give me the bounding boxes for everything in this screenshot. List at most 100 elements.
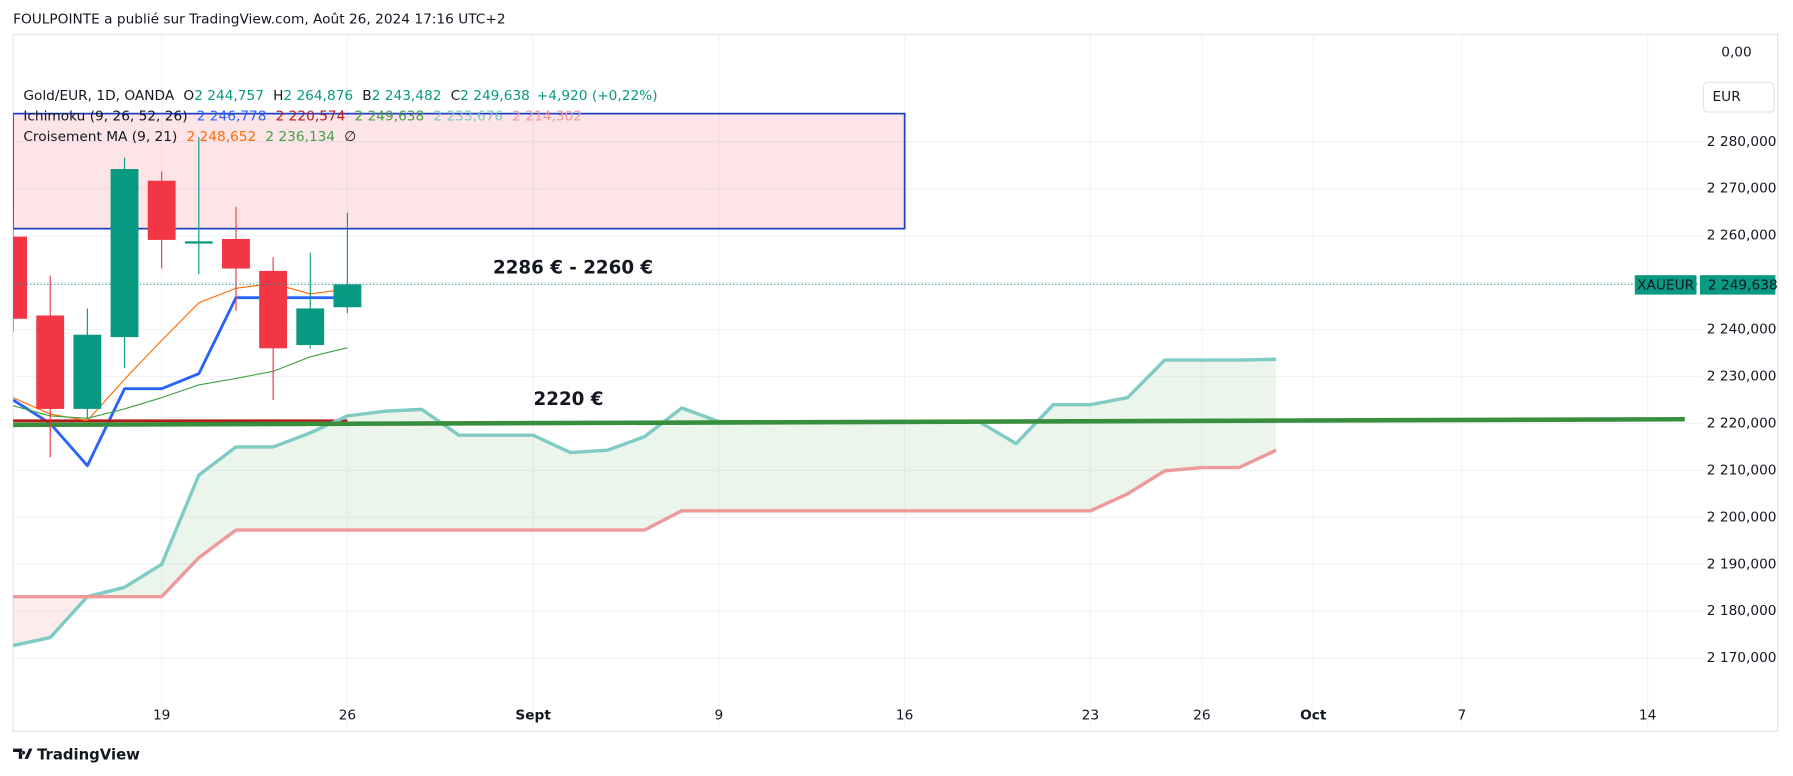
indicator-line [13, 448, 1277, 599]
cloud-fill [904, 421, 942, 511]
cloud-fill [1016, 404, 1054, 511]
indicator-line [13, 357, 1277, 648]
candle-body [147, 180, 176, 240]
y-tick-label: 2 270,000 [1707, 181, 1777, 197]
logo-icon [13, 748, 33, 759]
legend-indicator: Ichimoku (9, 26, 52, 26) 2 246,778 2 220,5… [23, 109, 582, 125]
cloud-fill [793, 421, 831, 511]
cloud-fill [681, 407, 719, 511]
symbol-label: XAUEUR [1637, 277, 1694, 293]
price-box [1699, 275, 1776, 295]
cloud-fill [198, 446, 236, 558]
indicator-value: 2 249,638 [355, 109, 425, 125]
x-tick-label: Oct [1300, 707, 1327, 723]
cloud-fill [867, 421, 905, 511]
indicator-name: Croisement MA (9, 21) [23, 129, 177, 145]
ohlc-key: H [273, 88, 283, 104]
cloud-fill [1053, 404, 1091, 511]
cloud-fill [941, 421, 979, 511]
y-tick-label: 2 170,000 [1707, 650, 1777, 666]
symbol: Gold/EUR, 1D, OANDA [23, 88, 175, 104]
symbol-box [1634, 275, 1697, 295]
cloud-fill [1201, 360, 1239, 468]
indicator-line [13, 296, 348, 468]
legend-main: Gold/EUR, 1D, OANDA O2 244,757 H2 264,876 B… [23, 88, 657, 104]
ohlc-key: C [451, 88, 461, 104]
y-tick-label: 2 240,000 [1707, 322, 1777, 338]
candle-body [36, 315, 65, 409]
ohlc-value: 2 249,638 [460, 88, 530, 104]
currency-box[interactable] [1702, 81, 1775, 113]
y-tick-label: 2 220,000 [1707, 415, 1777, 431]
logo: TradingView [13, 745, 140, 763]
cloud-fill [1127, 360, 1165, 494]
x-tick-label: Sept [515, 707, 551, 723]
x-tick-label: 19 [153, 707, 170, 723]
cloud-fill [235, 446, 274, 531]
cloud-fill [756, 421, 794, 511]
candle-body [296, 308, 325, 346]
indicator-value: 2 214,302 [512, 109, 582, 125]
x-tick-label: 7 [1458, 707, 1467, 723]
legend-indicator: Croisement MA (9, 21) 2 248,652 2 236,134 ∅ [23, 129, 356, 145]
candle-body [110, 169, 139, 338]
cloud-fill [533, 435, 571, 531]
cloud-fill [124, 564, 162, 597]
currency[interactable]: EUR [1713, 89, 1742, 105]
cloud-fill [347, 411, 385, 531]
candle-body [13, 236, 28, 319]
cloud-fill [607, 436, 645, 531]
ohlc-key: B [362, 88, 371, 104]
cloud-fill [384, 409, 422, 531]
y-tick-label: 2 200,000 [1707, 509, 1777, 525]
publisher: FOULPOINTE a publié sur TradingView.com,… [13, 11, 505, 27]
candle-body [222, 238, 250, 269]
indicator-value: 2 233,676 [433, 109, 503, 125]
indicator-value: 2 236,134 [265, 129, 335, 145]
cloud-fill [496, 435, 534, 531]
indicator-line [13, 347, 348, 419]
cloud-fill [1238, 359, 1277, 468]
x-tick-label: 14 [1639, 707, 1656, 723]
candle-body [73, 334, 102, 409]
candle-body [259, 270, 288, 349]
plot [13, 112, 1704, 648]
x-tick-label: 26 [339, 707, 356, 723]
line-label: 2220 € [534, 389, 604, 410]
cloud-fill [13, 596, 51, 646]
y-tick-label: 2 230,000 [1707, 369, 1777, 385]
cloud-fill [570, 450, 608, 531]
cloud-fill [1164, 360, 1202, 471]
cloud-fill [421, 409, 459, 531]
y-tick-label: 2 210,000 [1707, 462, 1777, 478]
indicator-name: Ichimoku (9, 26, 52, 26) [23, 109, 187, 125]
zone-label: 2286 € - 2260 € [493, 258, 653, 279]
price-label: 2 249,638 [1708, 277, 1778, 293]
ohlc-value: 2 243,482 [372, 88, 442, 104]
x-tick-label: 23 [1082, 707, 1099, 723]
y-tick-label: 2 180,000 [1707, 603, 1777, 619]
indicator-value: 2 220,574 [276, 109, 346, 125]
frame [12, 33, 1779, 732]
top-label: 0,00 [1721, 45, 1752, 61]
cloud-fill [718, 421, 757, 511]
brand: TradingView [37, 745, 140, 763]
x-tick-label: 16 [896, 707, 913, 723]
y-tick-label: 2 280,000 [1707, 134, 1777, 150]
y-tick-label: 2 260,000 [1707, 228, 1777, 244]
y-tick-label: 2 190,000 [1707, 556, 1777, 572]
x-tick-label: 9 [715, 707, 724, 723]
indicator-value: 2 246,778 [197, 109, 267, 125]
candle-body [184, 241, 213, 244]
indicator-value: 2 248,652 [186, 129, 256, 145]
overlay: 2 170,000 2 180,000 2 190,000 2 200,000 2 21… [23, 88, 1777, 723]
ohlc-value: 2 264,876 [283, 88, 353, 104]
change: +4,920 (+0,22%) [537, 88, 658, 104]
cloud-fill [273, 432, 311, 531]
cloud-fill [310, 415, 348, 531]
x-tick-label: 26 [1193, 707, 1210, 723]
trend-line [13, 416, 1685, 428]
ohlc-value: 2 244,757 [194, 88, 264, 104]
